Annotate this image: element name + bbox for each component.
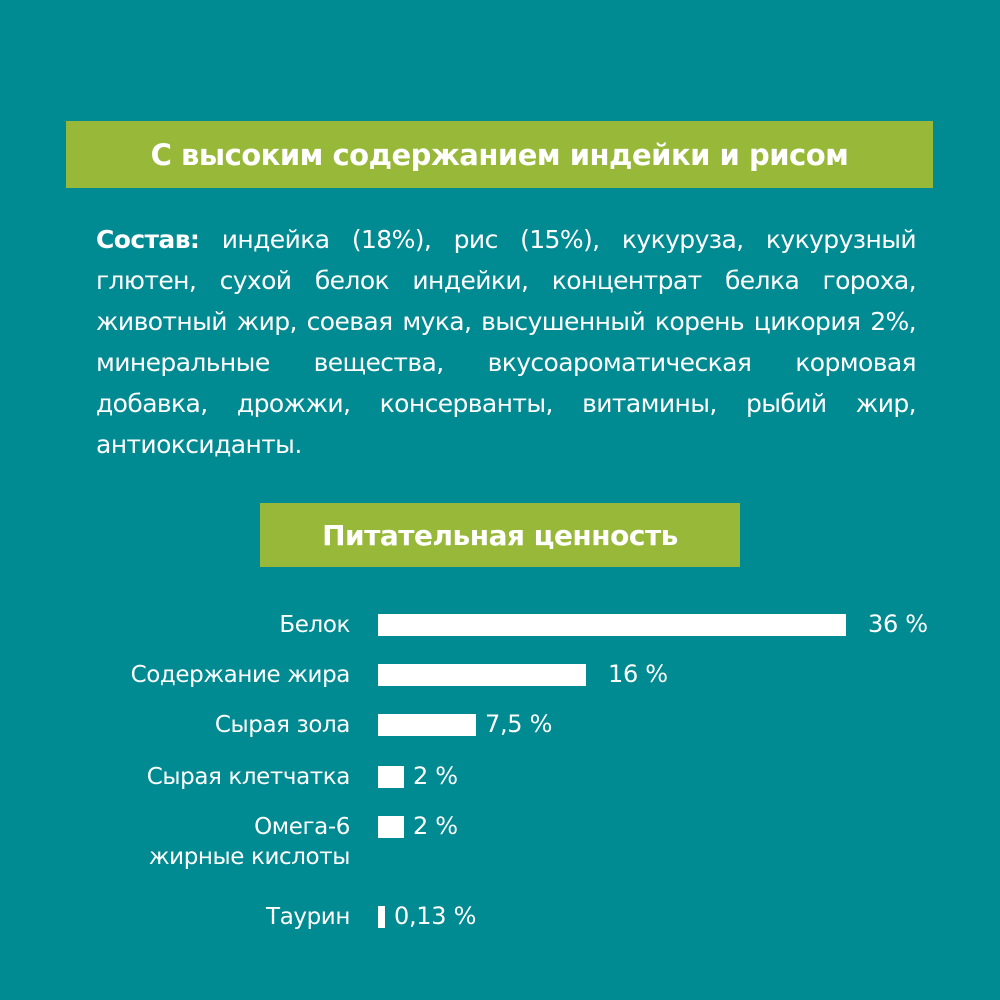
chart-row-label-line: Белок (279, 612, 350, 638)
chart-row-label-line: Сырая клетчатка (146, 764, 351, 790)
chart-value-label: 2 % (413, 762, 458, 790)
composition-label: Состав: (96, 225, 200, 254)
chart-value-label: 0,13 % (394, 902, 477, 930)
chart-row-label: Таурин (266, 902, 350, 932)
chart-bar (378, 714, 476, 736)
chart-row-label: Сырая зола (214, 710, 351, 740)
chart-row-label-line: Содержание жира (130, 662, 351, 688)
nutrition-title: Питательная ценность (322, 518, 678, 552)
chart-bar (378, 906, 385, 928)
chart-row: Сырая зола 7,5 % (0, 710, 1000, 738)
chart-row: Белок 36 % (0, 610, 1000, 638)
chart-row-label: Омега-6 жирные кислоты (148, 812, 351, 872)
chart-value-label: 16 % (608, 660, 668, 688)
chart-row: Омега-6 жирные кислоты 2 % (0, 812, 1000, 870)
chart-bar (378, 766, 404, 788)
composition-ingredients: индейка (18%), рис (15%), кукуруза, куку… (96, 225, 917, 459)
composition-text: Состав: индейка (18%), рис (15%), кукуру… (96, 219, 917, 465)
chart-bar (378, 816, 404, 838)
product-title-banner: С высоким содержанием индейки и рисом (66, 121, 933, 188)
chart-value-label: 36 % (868, 610, 928, 638)
chart-bar (378, 614, 846, 636)
chart-row: Таурин 0,13 % (0, 902, 1000, 930)
chart-value-label: 7,5 % (485, 710, 553, 738)
chart-row-label-line: Омега-6 (254, 814, 350, 840)
chart-row-label: Содержание жира (130, 660, 351, 690)
product-title: С высоким содержанием индейки и рисом (150, 137, 849, 172)
chart-value-label: 2 % (413, 812, 458, 840)
chart-row-label-line: Сырая зола (214, 712, 351, 738)
nutrition-title-banner: Питательная ценность (260, 503, 740, 567)
chart-bar (378, 664, 586, 686)
chart-row-label: Белок (279, 610, 350, 640)
chart-row-label: Сырая клетчатка (146, 762, 351, 792)
chart-row: Содержание жира 16 % (0, 660, 1000, 688)
chart-row: Сырая клетчатка 2 % (0, 762, 1000, 790)
chart-row-label-line: Таурин (266, 904, 350, 930)
chart-row-label-line: жирные кислоты (148, 844, 351, 870)
